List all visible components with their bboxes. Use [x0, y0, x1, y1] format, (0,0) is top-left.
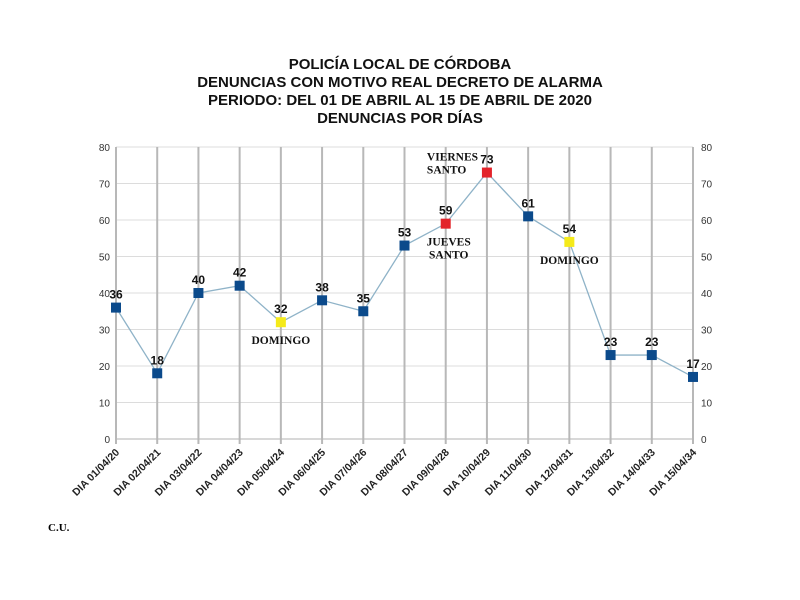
chart-title: POLICÍA LOCAL DE CÓRDOBA DENUNCIAS CON M… — [0, 56, 800, 128]
y-tick-label-right: 40 — [701, 289, 713, 300]
data-point — [688, 371, 698, 382]
data-label: 18 — [151, 353, 165, 367]
y-tick-label-right: 60 — [701, 216, 713, 227]
y-tick-label-right: 30 — [701, 326, 713, 337]
y-tick-label-left: 50 — [99, 253, 111, 264]
y-tick-label-left: 0 — [104, 435, 110, 446]
data-label: 61 — [521, 196, 535, 210]
data-label: 53 — [398, 226, 412, 240]
data-point — [234, 280, 245, 291]
data-label: 35 — [357, 291, 371, 305]
data-point — [605, 350, 616, 361]
data-point — [193, 288, 204, 298]
data-label: 40 — [192, 273, 206, 287]
title-line: PERIODO: DEL 01 DE ABRIL AL 15 DE ABRIL … — [208, 92, 592, 109]
y-tick-label-left: 70 — [99, 180, 111, 191]
annotation: SANTO — [429, 250, 468, 262]
data-label: 73 — [480, 153, 494, 167]
footer-initials: C.U. — [48, 522, 70, 534]
annotation: SANTO — [427, 165, 466, 177]
data-point — [317, 295, 328, 306]
data-point — [564, 236, 575, 247]
data-point — [481, 167, 492, 178]
data-label: 54 — [563, 222, 577, 236]
annotation: DOMINGO — [251, 335, 310, 347]
data-label: 32 — [274, 302, 288, 316]
data-label: 42 — [233, 266, 247, 280]
title-line: DENUNCIAS CON MOTIVO REAL DECRETO DE ALA… — [197, 74, 603, 91]
data-point — [111, 302, 121, 313]
y-tick-label-right: 20 — [701, 362, 713, 373]
data-label: 23 — [604, 335, 618, 349]
data-point — [275, 317, 286, 328]
data-label: 36 — [109, 288, 123, 302]
y-tick-label-right: 70 — [701, 180, 713, 191]
y-tick-label-left: 60 — [99, 216, 111, 227]
title-line: DENUNCIAS POR DÍAS — [317, 110, 483, 127]
data-point — [440, 218, 451, 229]
data-point — [358, 306, 369, 317]
data-label: 23 — [645, 335, 659, 349]
title-line: POLICÍA LOCAL DE CÓRDOBA — [288, 56, 512, 73]
data-label: 38 — [315, 280, 329, 294]
y-tick-label-right: 10 — [701, 399, 713, 410]
data-point — [523, 211, 534, 222]
data-point — [152, 368, 163, 379]
y-tick-label-left: 10 — [99, 399, 111, 410]
y-tick-label-left: 30 — [99, 326, 111, 337]
y-tick-label-right: 80 — [701, 143, 713, 154]
annotation: JUEVES — [427, 237, 471, 249]
y-tick-label-right: 50 — [701, 253, 713, 264]
y-tick-label-left: 20 — [99, 362, 111, 373]
data-label: 59 — [439, 204, 453, 218]
annotation: DOMINGO — [540, 255, 599, 267]
y-tick-label-left: 40 — [99, 289, 111, 300]
data-point — [399, 240, 410, 251]
data-point — [646, 350, 657, 361]
annotation: VIERNES — [427, 152, 478, 164]
data-label: 17 — [686, 357, 700, 371]
y-tick-label-right: 0 — [701, 435, 707, 446]
y-tick-label-left: 80 — [99, 143, 111, 154]
